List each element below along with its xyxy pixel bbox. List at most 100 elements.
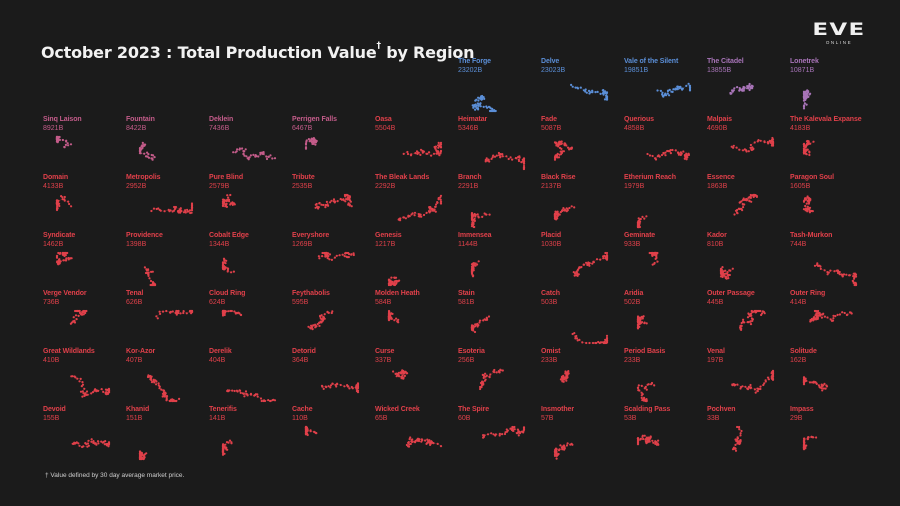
system-dot	[750, 194, 754, 197]
system-dot	[565, 376, 568, 379]
system-dot	[175, 399, 178, 403]
system-dot	[644, 398, 647, 401]
system-dot	[731, 384, 734, 387]
system-dot	[90, 392, 93, 395]
system-dot	[149, 279, 153, 283]
logo-mark: EVE	[812, 20, 866, 40]
region-name: Detorid	[292, 348, 316, 355]
system-dot	[65, 257, 68, 260]
system-dot	[848, 274, 851, 277]
system-dot	[806, 139, 809, 143]
region-map-sinq-laison	[55, 135, 73, 149]
system-dot	[222, 311, 225, 315]
system-dot	[563, 209, 566, 212]
system-dot	[727, 277, 730, 280]
region-tile-malpais: Malpais 4690B	[707, 116, 787, 174]
system-dot	[161, 310, 165, 313]
system-dot	[487, 315, 491, 318]
system-dot	[636, 221, 640, 224]
system-dot	[437, 151, 440, 154]
region-tile-branch: Branch 2291B	[458, 174, 538, 232]
system-dot	[349, 200, 352, 203]
system-dot	[57, 262, 60, 265]
region-map-the-citadel	[729, 82, 754, 95]
system-dot	[223, 313, 226, 317]
system-dot	[336, 382, 339, 385]
system-dot	[76, 377, 79, 380]
system-dot	[685, 156, 688, 159]
system-dot	[754, 391, 757, 394]
system-dot	[419, 153, 422, 156]
system-dot	[420, 215, 423, 218]
region-map-metropolis	[150, 202, 194, 215]
system-dot	[644, 386, 647, 389]
system-dot	[434, 210, 437, 213]
region-map-fade	[553, 140, 573, 161]
system-dot	[470, 216, 474, 219]
system-dot	[816, 262, 819, 265]
system-dot	[573, 332, 576, 335]
system-dot	[138, 149, 142, 152]
system-dot	[759, 139, 762, 142]
system-dot	[55, 207, 59, 211]
system-dot	[402, 377, 405, 380]
system-dot	[324, 206, 327, 209]
system-dot	[265, 157, 269, 161]
system-dot	[348, 203, 351, 206]
system-dot	[826, 273, 829, 276]
system-dot	[808, 142, 811, 145]
system-dot	[269, 399, 272, 403]
system-dot	[259, 397, 263, 400]
region-map-period-basis	[636, 381, 656, 403]
system-dot	[486, 106, 489, 109]
system-dot	[477, 99, 480, 102]
system-dot	[492, 370, 495, 373]
system-dot	[320, 384, 324, 387]
system-dot	[746, 198, 749, 201]
system-dot	[766, 376, 770, 379]
system-dot	[804, 150, 807, 153]
region-name: Kor-Azor	[126, 348, 156, 355]
system-dot	[75, 318, 78, 321]
region-value: 7436B	[209, 125, 230, 132]
system-dot	[78, 380, 81, 383]
system-dot	[645, 215, 648, 218]
system-dot	[177, 311, 180, 315]
system-dot	[565, 372, 568, 375]
system-dot	[808, 153, 811, 157]
region-tile-derelik: Derelik 404B	[209, 348, 289, 406]
system-dot	[771, 378, 775, 381]
region-tile-curse: Curse 337B	[375, 348, 455, 406]
region-tile-vale-of-the-silent: Vale of the Silent 19851B	[624, 58, 704, 116]
system-dot	[83, 392, 86, 395]
system-dot	[352, 252, 355, 255]
system-dot	[61, 138, 64, 142]
region-map-essence	[733, 193, 758, 216]
system-dot	[605, 251, 609, 255]
system-dot	[79, 390, 83, 393]
system-dot	[802, 143, 806, 146]
region-map-kador	[719, 266, 734, 280]
system-dot	[745, 149, 748, 152]
system-dot	[156, 317, 159, 320]
region-map-solitude	[802, 376, 829, 392]
region-name: Fade	[541, 116, 557, 123]
system-dot	[731, 267, 734, 270]
title-dagger: †	[376, 41, 382, 51]
system-dot	[431, 208, 434, 211]
system-dot	[505, 155, 508, 158]
system-dot	[843, 311, 846, 315]
system-dot	[771, 144, 775, 147]
system-dot	[190, 309, 194, 313]
system-dot	[812, 140, 815, 143]
system-dot	[522, 157, 526, 160]
system-dot	[390, 276, 393, 279]
system-dot	[356, 382, 360, 386]
system-dot	[439, 149, 443, 152]
region-tile-providence: Providence 1398B	[126, 232, 206, 290]
system-dot	[642, 315, 645, 318]
system-dot	[650, 383, 653, 386]
system-dot	[576, 339, 579, 342]
region-name: Omist	[541, 348, 561, 355]
region-name: Tash-Murkon	[790, 232, 833, 239]
